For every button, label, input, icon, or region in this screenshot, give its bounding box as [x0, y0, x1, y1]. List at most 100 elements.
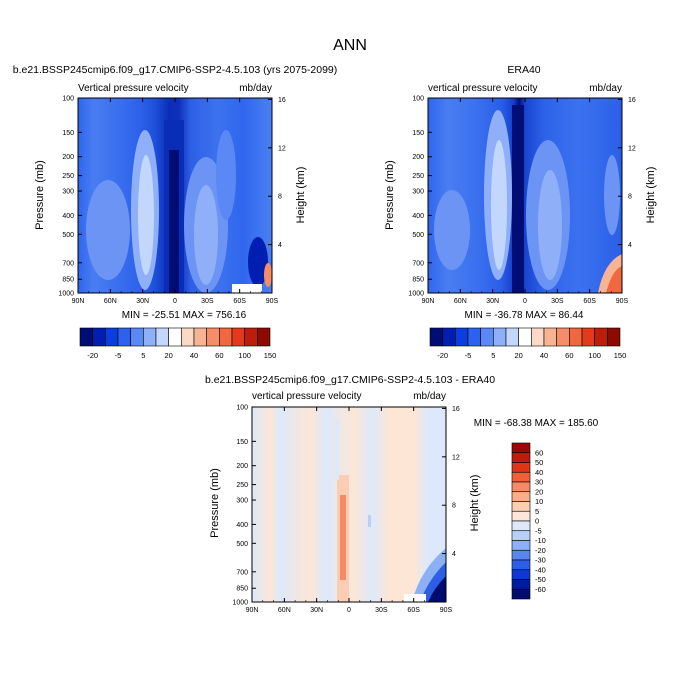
x-tick-label: 30N [310, 607, 323, 614]
colorbar-box [511, 491, 531, 502]
colorbar-box [117, 327, 131, 347]
colorbar-label: -5 [535, 526, 542, 535]
x-tick-label: 30S [375, 607, 388, 614]
colorbar-box [130, 327, 144, 347]
colorbar-box [181, 327, 195, 347]
colorbar-box [511, 442, 531, 454]
colorbar-box [429, 327, 443, 347]
y-tick-label: 200 [62, 154, 74, 161]
colorbar-label: 60 [535, 448, 543, 457]
colorbar: -20 -5 5 20 40 60 100 150 [429, 327, 627, 360]
colorbar-box [105, 327, 119, 347]
colorbar-label: 50 [535, 458, 543, 467]
colorbar-box [518, 327, 532, 347]
y2-tick-label: 16 [452, 406, 460, 413]
y2-tick-label: 12 [278, 145, 286, 152]
colorbar-box [505, 327, 519, 347]
x-tick-label: 60N [454, 298, 467, 305]
y2-axis-label: Height (km) [469, 475, 481, 532]
y-tick-label: 500 [62, 232, 74, 239]
colorbar-label: 5 [141, 351, 145, 360]
y-axis-label: Pressure (mb) [34, 160, 46, 230]
colorbar-box [511, 462, 531, 473]
x-tick-label: 30N [136, 298, 149, 305]
colorbar-box [193, 327, 207, 347]
y-tick-label: 700 [62, 260, 74, 267]
y2-tick-label: 8 [452, 503, 456, 510]
colorbar-box [511, 520, 531, 532]
colorbar-label: -20 [437, 351, 448, 360]
x-tick-label: 0 [523, 298, 527, 305]
colorbar-box [511, 501, 531, 512]
colorbar-box [531, 327, 545, 347]
colorbar-box [511, 510, 531, 522]
colorbar-label: 20 [514, 351, 522, 360]
contour-field [78, 98, 272, 293]
x-tick-label: 60N [278, 607, 291, 614]
colorbar-box [168, 327, 182, 347]
colorbar-label: 100 [238, 351, 251, 360]
colorbar-box [442, 327, 456, 347]
panel-model: b.e21.BSSP245cmip6.f09_g17.CMIP6-SSP2-4.… [13, 64, 338, 360]
colorbar-box [511, 549, 531, 561]
y-tick-label: 1000 [58, 291, 74, 298]
colorbar-box [511, 481, 531, 493]
y-tick-label: 400 [412, 213, 424, 220]
x-tick-label: 60S [407, 607, 420, 614]
y2-axis-label: Height (km) [295, 167, 307, 224]
y-tick-label: 100 [62, 96, 74, 103]
colorbar-label: 150 [614, 351, 627, 360]
colorbar-label: 150 [264, 351, 277, 360]
colorbar-label: -20 [535, 546, 546, 555]
panel-units-label: mb/day [239, 83, 272, 94]
colorbar-box [569, 327, 583, 347]
colorbar: -20 -5 5 20 40 60 100 150 [79, 327, 277, 360]
colorbar-label: 100 [588, 351, 601, 360]
y-tick-label: 300 [412, 189, 424, 196]
colorbar-label: 5 [535, 507, 539, 516]
colorbar-label: 20 [535, 487, 543, 496]
x-tick-label: 30S [201, 298, 214, 305]
colorbar-box [231, 327, 245, 347]
panel-title: b.e21.BSSP245cmip6.f09_g17.CMIP6-SSP2-4.… [205, 374, 495, 386]
colorbar-label: -20 [87, 351, 98, 360]
colorbar-label: 10 [535, 497, 543, 506]
x-tick-label: 30S [551, 298, 564, 305]
y-tick-label: 200 [236, 463, 248, 470]
y2-tick-label: 8 [628, 194, 632, 201]
panel-era40: ERA40 vertical pressure velocity mb/day … [384, 64, 657, 360]
x-tick-label: 60N [104, 298, 117, 305]
y-axis-label: Pressure (mb) [209, 468, 221, 538]
colorbar-label: 5 [491, 351, 495, 360]
contour-field [428, 98, 622, 293]
colorbar-box [607, 327, 621, 347]
y-tick-label: 100 [412, 96, 424, 103]
colorbar-label: -30 [535, 556, 546, 565]
colorbar-box [493, 327, 507, 347]
colorbar-label: -5 [115, 351, 122, 360]
y2-tick-label: 8 [278, 194, 282, 201]
panel-title: ERA40 [507, 64, 540, 76]
y2-tick-label: 16 [628, 97, 636, 104]
colorbar-label: 40 [190, 351, 198, 360]
panel-stats: MIN = -36.78 MAX = 86.44 [465, 310, 584, 321]
y2-tick-label: 12 [452, 454, 460, 461]
colorbar-box [79, 327, 93, 347]
colorbar-label: -5 [465, 351, 472, 360]
y-axis-label: Pressure (mb) [384, 160, 396, 230]
x-tick-label: 90N [422, 298, 435, 305]
colorbar-box [257, 327, 271, 347]
colorbar-label: -10 [535, 536, 546, 545]
x-tick-label: 90S [266, 298, 279, 305]
colorbar-label: 60 [565, 351, 573, 360]
colorbar-label: 30 [535, 478, 543, 487]
colorbar-box [511, 530, 531, 541]
y2-axis-label: Height (km) [645, 167, 657, 224]
x-tick-label: 60S [583, 298, 596, 305]
axis-ticks: 90N 60N 30N 0 30S 60S 90S 100 150 200 250 300 400 500… [232, 405, 459, 615]
y-tick-label: 850 [412, 277, 424, 284]
y-tick-label: 250 [62, 173, 74, 180]
y-tick-label: 500 [236, 541, 248, 548]
